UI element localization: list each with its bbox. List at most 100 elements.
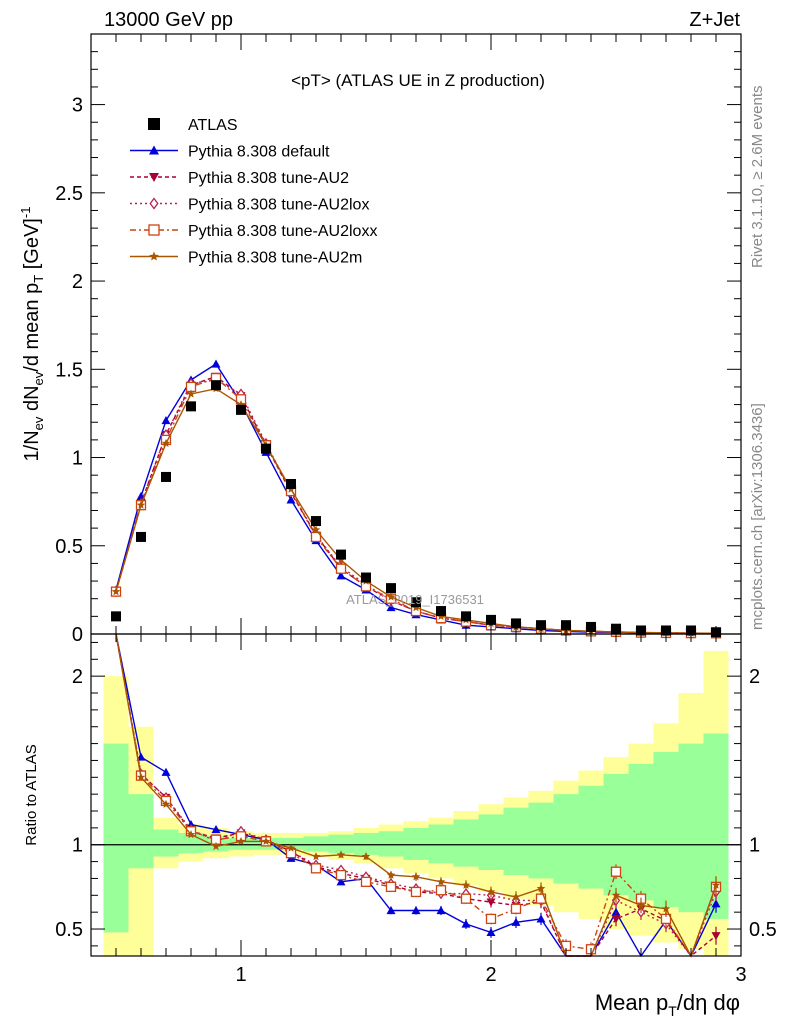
x-axis-label: Mean pT/dη dφ: [595, 990, 740, 1019]
main-data-point: [111, 611, 121, 622]
ratio-series-point-1: [211, 825, 221, 834]
ratio-band-green: [503, 807, 529, 876]
ratio-band-green: [128, 794, 154, 869]
main-series-point-5: [386, 592, 396, 601]
main-data-point: [286, 479, 296, 489]
main-series-point-1: [386, 603, 396, 612]
ratio-series-point-2: [486, 898, 496, 907]
legend-marker: [149, 251, 159, 261]
ratio-series-point-2: [711, 932, 721, 941]
ratio-band-green: [378, 831, 404, 857]
legend: ATLAS Pythia 8.308 default Pythia 8.308 tu…: [130, 117, 377, 267]
main-data-point: [311, 516, 321, 527]
x-tick-label: 3: [735, 964, 746, 986]
ratio-series-point-1: [411, 905, 421, 915]
ratio-y-tick-label-right: 2: [749, 666, 760, 688]
main-series-point-4: [310, 531, 322, 543]
mcplots-label: mcplots.cern.ch [arXiv:1306.3436]: [749, 403, 766, 630]
ratio-series-point-5: [286, 843, 296, 852]
legend-marker: [149, 145, 159, 155]
main-data-point: [411, 597, 421, 608]
ratio-band-green: [103, 743, 129, 933]
ratio-band-green: [353, 832, 379, 855]
ratio-series-point-1: [711, 899, 721, 908]
ratio-band-green: [228, 837, 254, 850]
rivet-label: Rivet 3.1.10, ≥ 2.6M events: [749, 86, 766, 269]
legend-marker: [148, 118, 160, 130]
ratio-series-point-5: [636, 900, 646, 910]
main-y-tick-label: 2.5: [55, 183, 83, 205]
main-data-point: [336, 549, 346, 560]
main-y-label: 1/Nev dNev/d mean pT [GeV]-1: [18, 207, 46, 462]
main-data-point: [136, 531, 146, 542]
main-series-point-1: [286, 495, 296, 504]
ratio-band-green: [303, 836, 329, 852]
header-right: Z+Jet: [689, 9, 740, 31]
main-series-point-5: [311, 525, 321, 534]
ratio-series-point-1: [336, 877, 346, 886]
ratio-series-point-2: [611, 915, 621, 924]
ratio-series-point-5: [386, 870, 396, 879]
x-tick-label: 2: [485, 964, 496, 986]
legend-label: Pythia 8.308 tune-AU2: [188, 170, 349, 187]
ratio-series-point-1: [511, 917, 521, 926]
ratio-series-point-1: [436, 905, 446, 915]
main-panel: 0 0.5 1 1.5 2 2.5 3 ATLAS_2019_I1736531 <pT> (…: [18, 33, 742, 646]
legend-marker: [149, 197, 159, 210]
ratio-series-point-5: [161, 799, 171, 808]
ratio-series-point-5: [311, 852, 321, 861]
main-y-tick-label: 3: [72, 95, 83, 117]
main-axes: 0 0.5 1 1.5 2 2.5 3: [55, 34, 742, 646]
ratio-band-green: [653, 752, 679, 908]
ratio-series-point-5: [411, 872, 421, 881]
main-series-point-1: [211, 359, 221, 368]
ratio-series-point-5: [361, 852, 371, 861]
ratio-band-green: [328, 834, 354, 854]
main-y-tick-label: 0: [72, 624, 83, 646]
ratio-series-point-1: [161, 767, 171, 776]
ratio-series-point-1: [486, 927, 496, 936]
ratio-series-point-5: [711, 880, 721, 889]
main-title: <pT> (ATLAS UE in Z production): [291, 71, 545, 90]
main-data-point: [436, 606, 446, 617]
legend-label: Pythia 8.308 default: [188, 144, 330, 161]
ratio-y-label: Ratio to ATLAS: [23, 744, 40, 845]
main-series-point-5: [111, 587, 121, 596]
ratio-series-point-4: [485, 913, 497, 925]
ratio-series-point-1: [386, 905, 396, 915]
main-data-point: [511, 618, 521, 629]
ratio-series-point-5: [336, 850, 346, 859]
ratio-series-point-5: [261, 836, 271, 845]
ratio-series-point-5: [661, 904, 671, 913]
main-y-tick-label: 0.5: [55, 536, 83, 558]
ratio-plot-area: [91, 633, 741, 958]
header-left: 13000 GeV pp: [104, 9, 233, 31]
ratio-y-tick-label: 0.5: [55, 919, 83, 941]
main-data-point: [211, 380, 221, 391]
ratio-series-point-5: [536, 884, 546, 893]
ratio-band-green: [453, 819, 479, 867]
main-data-point: [386, 583, 396, 594]
main-y-tick-label: 1: [72, 448, 83, 470]
ratio-series-point-5: [511, 892, 521, 901]
ratio-series-point-5: [486, 887, 496, 896]
ratio-series-point-4: [335, 869, 347, 881]
ratio-series-point-5: [186, 830, 196, 839]
ratio-series-point-5: [611, 890, 621, 899]
ratio-axes: 0.5 0.5 1 1 2 2 1 2 3: [55, 634, 777, 986]
legend-marker: [149, 173, 159, 182]
main-data-point: [561, 620, 571, 631]
ratio-band-green: [678, 743, 704, 913]
main-y-tick-label: 2: [72, 271, 83, 293]
legend-marker: [148, 224, 160, 236]
ratio-band-green: [578, 785, 604, 889]
ratio-series-point-4: [460, 893, 472, 904]
ratio-band-green: [553, 794, 579, 884]
ratio-series-point-4: [435, 885, 447, 896]
ratio-series-point-5: [461, 880, 471, 889]
main-data-point: [261, 443, 271, 454]
main-data-point: [461, 611, 471, 622]
ratio-series-point-4: [610, 866, 622, 877]
main-data-point: [361, 572, 371, 583]
